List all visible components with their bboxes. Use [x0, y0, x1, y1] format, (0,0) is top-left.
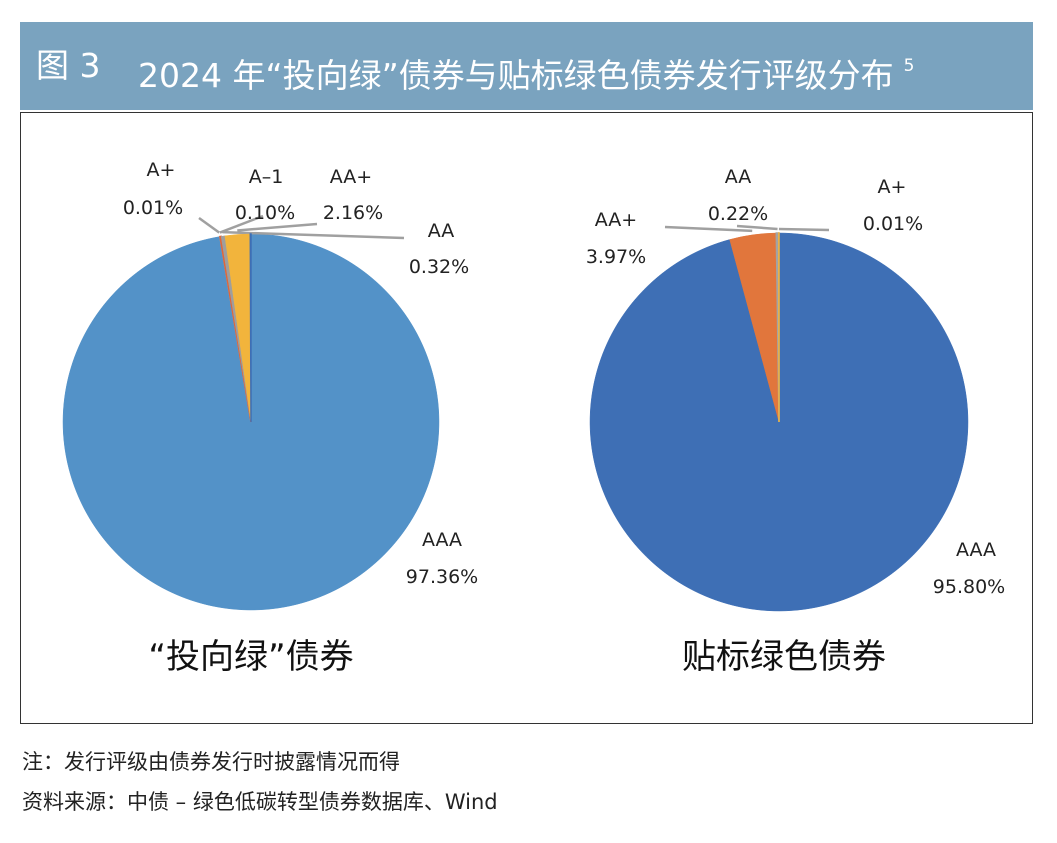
pie-chart-labeled-green: AAA 95.80% AA+ 3.97% AA 0.22% A+ 0.01%: [586, 166, 1005, 612]
slice-value-label: 0.01%: [863, 213, 923, 235]
pie-chart-toward-green: AAA 97.36% A+ 0.01% A–1 0.10% AA 0.32% AA+ 2.16%: [62, 159, 478, 611]
slice-label: A+: [878, 176, 907, 198]
slice-label: AA+: [330, 166, 372, 188]
slice-label: AAA: [956, 539, 996, 561]
leader-line: [778, 227, 830, 232]
slice-value-label: 2.16%: [323, 202, 383, 224]
slice-value-label: 0.01%: [123, 197, 183, 219]
figure-number: 图 3: [36, 46, 101, 85]
slice-value-label: 95.80%: [933, 576, 1005, 598]
slice-label: A+: [147, 159, 176, 181]
figure-title-bar: 图 3 2024 年“投向绿”债券与贴标绿色债券发行评级分布 5: [20, 22, 1033, 110]
pie-title-labeled-green: 贴标绿色债券: [682, 637, 886, 677]
leader-line: [237, 222, 318, 232]
slice-value-label: 0.32%: [409, 256, 469, 278]
chart-frame: AAA 97.36% A+ 0.01% A–1 0.10% AA 0.32% AA+ 2.16% …: [20, 112, 1033, 724]
slice-label: A–1: [249, 166, 284, 188]
pie-title-toward-green: “投向绿”债券: [148, 637, 353, 677]
chart-source: 资料来源：中债 – 绿色低碳转型债券数据库、Wind: [22, 790, 498, 814]
slice-label: AA: [725, 166, 752, 188]
slice-value-label: 0.22%: [708, 203, 768, 225]
pie-slice-aa-: [249, 233, 252, 423]
slice-label: AAA: [422, 529, 462, 551]
slice-label: AA: [428, 220, 455, 242]
leader-line: [736, 224, 778, 231]
chart-note: 注：发行评级由债券发行时披露情况而得: [22, 750, 400, 774]
slice-label: AA+: [595, 209, 637, 231]
leader-line: [198, 216, 220, 234]
slice-value-label: 3.97%: [586, 246, 646, 268]
slice-value-label: 0.10%: [235, 202, 295, 224]
slice-value-label: 97.36%: [406, 566, 478, 588]
leader-line: [664, 225, 753, 233]
figure-footnote-marker: 5: [903, 56, 915, 76]
figure-title-text: 2024 年“投向绿”债券与贴标绿色债券发行评级分布: [138, 56, 894, 95]
leader-line: [222, 230, 405, 240]
pie-charts: AAA97.36%A+0.01%A–10.10%AA0.32%AA+2.16% …: [62, 159, 1005, 677]
leader-line: [219, 214, 264, 234]
figure-title: 2024 年“投向绿”债券与贴标绿色债券发行评级分布 5: [138, 46, 915, 96]
